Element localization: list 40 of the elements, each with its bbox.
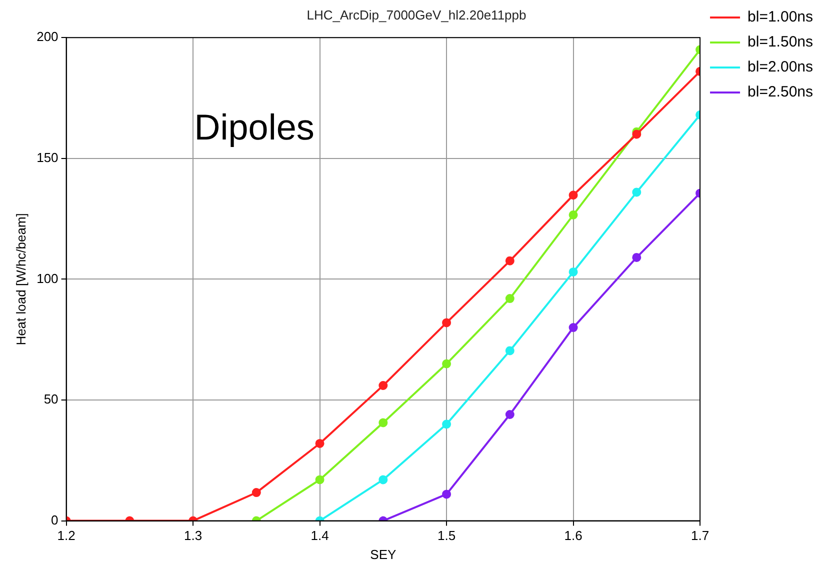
point: [568, 323, 578, 332]
x-axis-title: SEY: [370, 546, 396, 562]
y-tick-label: 100: [36, 270, 58, 286]
point: [442, 420, 452, 429]
annotation: Dipoles: [194, 106, 314, 148]
x-tick-label: 1.6: [564, 528, 582, 544]
y-axis-title: Heat load [W/hc/beam]: [13, 213, 28, 346]
y-tick-label: 150: [36, 150, 58, 165]
x-tick-label: 1.3: [184, 528, 202, 544]
legend-label: bl=1.50ns: [748, 34, 814, 51]
point: [632, 252, 642, 262]
legend-label: bl=2.00ns: [748, 58, 814, 76]
point: [568, 210, 578, 220]
point: [505, 410, 514, 419]
point: [315, 438, 324, 448]
y-tick-label: 50: [44, 392, 58, 407]
x-tick-label: 1.4: [310, 528, 329, 544]
point: [442, 490, 452, 499]
point: [632, 130, 642, 139]
point: [568, 267, 578, 276]
point: [442, 359, 452, 368]
y-tick-label: 0: [51, 512, 58, 528]
x-tick-label: 1.7: [690, 528, 710, 544]
legend-label: bl=1.00ns: [748, 8, 814, 26]
x-tick-label: 1.2: [57, 528, 76, 544]
chart-title: LHC_ArcDip_7000GeV_hl2.20e11ppb: [306, 7, 526, 22]
point: [505, 256, 514, 266]
x-tick-label: 1.5: [437, 528, 456, 544]
point: [505, 294, 514, 304]
point: [378, 381, 388, 390]
point: [315, 475, 324, 484]
point: [378, 475, 388, 484]
point: [568, 190, 578, 200]
point: [252, 488, 261, 498]
point: [632, 188, 642, 197]
y-tick-label: 200: [36, 29, 58, 44]
point: [378, 418, 388, 428]
point: [505, 346, 514, 356]
legend-label: bl=2.50ns: [748, 84, 814, 101]
point: [442, 318, 452, 328]
